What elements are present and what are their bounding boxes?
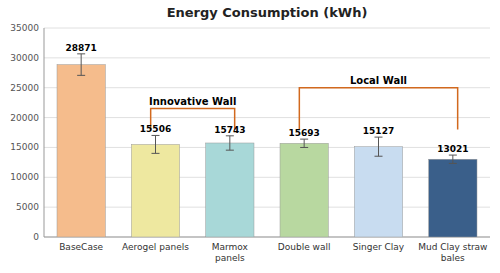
- bar: [429, 159, 477, 237]
- data-label: 15693: [289, 128, 320, 138]
- bar: [354, 147, 402, 237]
- bracket-label: Local Wall: [350, 75, 407, 86]
- data-label: 13021: [437, 144, 468, 154]
- x-axis: [44, 237, 490, 238]
- x-tick-label: BaseCase: [59, 242, 103, 252]
- x-tick-label: Aerogel panels: [122, 242, 189, 252]
- bar: [131, 144, 179, 237]
- x-tick-label: Mud Clay strawbales: [418, 242, 487, 263]
- chart: Energy Consumption (kWh) 0 5000 10000 15000 2…: [0, 0, 500, 273]
- error-bar: [152, 135, 160, 153]
- y-tick-label: 25000: [10, 83, 39, 93]
- y-tick-label: 15000: [10, 142, 39, 152]
- brackets: [151, 88, 458, 130]
- grid-line: [44, 57, 490, 58]
- grid-line: [44, 177, 490, 178]
- y-tick-label: 35000: [10, 23, 39, 33]
- grid-line: [44, 147, 490, 148]
- grid-line: [44, 28, 490, 29]
- bar: [57, 65, 105, 237]
- y-tick-label: 20000: [10, 113, 39, 123]
- error-bar: [226, 136, 234, 150]
- bracket-label: Innovative Wall: [149, 96, 236, 107]
- bracket: [299, 88, 457, 130]
- grid-line: [44, 117, 490, 118]
- y-axis: [44, 28, 45, 237]
- data-label: 15506: [140, 124, 171, 134]
- y-tick-label: 0: [33, 232, 39, 242]
- grid-line: [44, 207, 490, 208]
- data-label: 28871: [66, 43, 97, 53]
- bar: [206, 143, 254, 237]
- y-tick-label: 10000: [10, 172, 39, 182]
- title: Energy Consumption (kWh): [167, 5, 368, 20]
- error-bar: [77, 54, 85, 75]
- data-label: 15743: [214, 125, 245, 135]
- bars: [57, 54, 477, 237]
- data-label: 15127: [363, 126, 394, 136]
- y-tick-label: 5000: [16, 202, 39, 212]
- bar: [280, 143, 328, 237]
- error-bar: [300, 139, 308, 147]
- grid-line: [44, 237, 490, 238]
- x-tick-label: Marmoxpanels: [212, 242, 249, 263]
- error-bar: [449, 155, 457, 163]
- x-tick-label: Double wall: [278, 242, 331, 252]
- error-bar: [375, 137, 383, 156]
- x-tick-label: Singer Clay: [353, 242, 405, 252]
- y-tick-label: 30000: [10, 53, 39, 63]
